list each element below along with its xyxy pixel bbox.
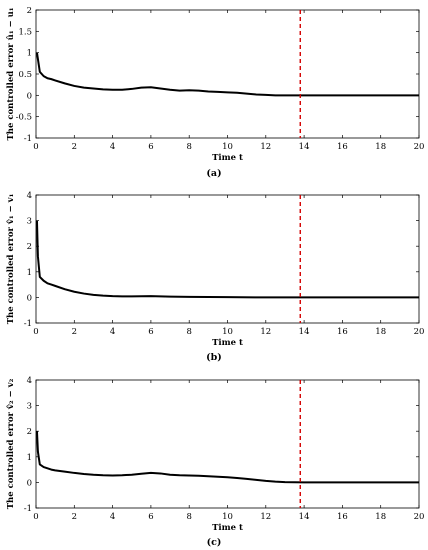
x-tick-label: 20 [414, 512, 425, 522]
x-tick-label: 10 [222, 327, 233, 337]
x-axis-title: Time t [212, 338, 243, 348]
plot-frame [35, 379, 420, 509]
x-tick-label: 0 [33, 142, 38, 152]
y-tick-label: -1 [24, 319, 32, 329]
series-line-1 [35, 52, 419, 97]
y-axis-title: The controlled error v̂₁ − v₁ [5, 193, 16, 324]
x-tick-label: 10 [222, 512, 233, 522]
panel-caption: (b) [206, 352, 222, 363]
x-tick-label: 12 [260, 142, 271, 152]
x-axis-title: Time t [212, 153, 243, 163]
x-tick-label: 2 [72, 327, 77, 337]
x-tick-label: 10 [222, 142, 233, 152]
y-tick-label: 3 [27, 402, 32, 412]
x-tick-label: 18 [375, 142, 386, 152]
x-tick-label: 20 [414, 327, 425, 337]
x-tick-label: 0 [33, 512, 38, 522]
y-axis-title: The controlled error v̂₂ − v₂ [5, 378, 16, 509]
x-tick-label: 8 [186, 327, 191, 337]
x-tick-label: 16 [337, 512, 348, 522]
x-tick-label: 16 [337, 142, 348, 152]
x-tick-label: 6 [148, 327, 153, 337]
series-line-1 [35, 431, 419, 484]
y-tick-label: -1 [24, 504, 32, 514]
x-tick-label: 18 [375, 327, 386, 337]
x-tick-label: 18 [375, 512, 386, 522]
x-tick-label: 0 [33, 327, 38, 337]
y-tick-label: 4 [27, 376, 32, 386]
y-tick-label: 0 [27, 91, 32, 101]
y-axis-title: The controlled error û₁ − u₁ [5, 7, 16, 140]
panel-caption: (a) [206, 168, 221, 179]
y-tick-label: 2 [27, 242, 32, 252]
x-tick-label: 20 [414, 142, 425, 152]
chart-panel-1: 0 2 4 6 8 10 12 14 16 18 20 -1 -0.5 0 0.5 1 1.5 2 Time t Th… [5, 6, 424, 179]
plot-frame [35, 9, 420, 139]
x-tick-label: 14 [299, 142, 310, 152]
plot-frame [35, 194, 420, 324]
y-tick-label: 4 [27, 191, 32, 201]
x-tick-label: 4 [110, 142, 115, 152]
y-tick-label: 1 [27, 453, 32, 463]
y-tick-label: 0 [27, 293, 32, 303]
x-axis-title: Time t [212, 523, 243, 533]
x-tick-label: 4 [110, 327, 115, 337]
x-tick-label: 6 [148, 512, 153, 522]
x-tick-label: 8 [186, 142, 191, 152]
x-tick-label: 2 [72, 142, 77, 152]
x-tick-label: 12 [260, 512, 271, 522]
y-tick-label: 2 [27, 6, 32, 16]
x-tick-label: 14 [299, 512, 310, 522]
x-tick-label: 8 [186, 512, 191, 522]
y-tick-label: -1 [24, 134, 32, 144]
y-tick-label: 1 [27, 49, 32, 59]
x-tick-label: 16 [337, 327, 348, 337]
y-tick-label: 0 [27, 478, 32, 488]
y-tick-label: 1 [27, 268, 32, 278]
x-tick-label: 2 [72, 512, 77, 522]
panel-caption: (c) [207, 537, 222, 548]
x-tick-label: 14 [299, 327, 310, 337]
x-tick-label: 4 [110, 512, 115, 522]
x-tick-label: 6 [148, 142, 153, 152]
y-tick-label: 3 [27, 217, 32, 227]
y-tick-label: 0.5 [18, 70, 32, 80]
y-tick-label: 2 [27, 427, 32, 437]
x-tick-label: 12 [260, 327, 271, 337]
series-line-1 [35, 220, 419, 299]
y-tick-label: -0.5 [16, 113, 32, 123]
y-tick-label: 1.5 [18, 27, 32, 37]
